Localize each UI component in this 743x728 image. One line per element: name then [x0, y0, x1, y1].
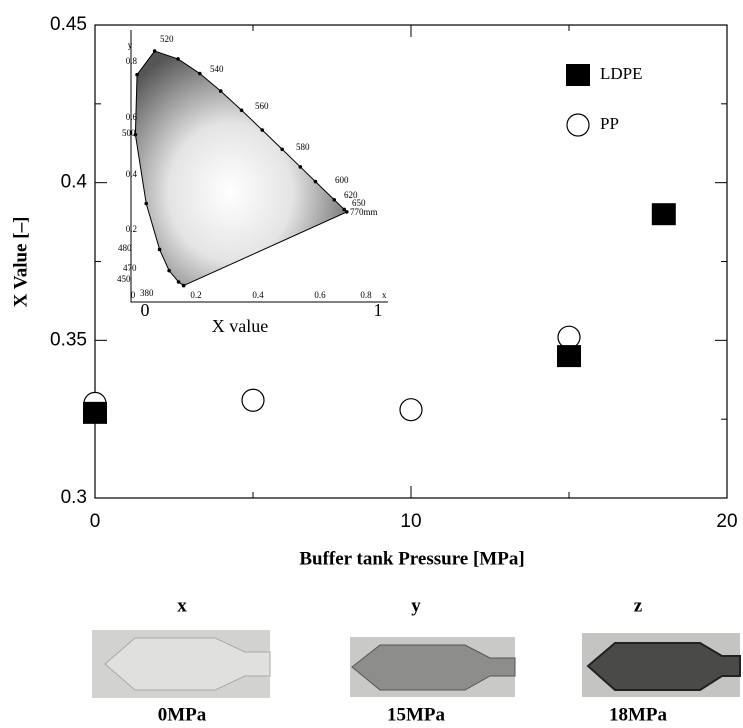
x-axis-label: Buffer tank Pressure [MPa]	[299, 548, 524, 569]
locus-dot	[298, 165, 303, 169]
locus-dot	[332, 197, 337, 202]
square-marker	[557, 345, 581, 368]
locus-dot	[157, 247, 162, 252]
wavelength-label: 770mm	[350, 207, 378, 217]
photo-caption: 15MPa	[387, 704, 446, 725]
photo-sample	[351, 644, 516, 691]
locus-dot	[144, 201, 149, 206]
locus-dot	[133, 132, 138, 137]
wavelength-label: 620	[344, 190, 358, 200]
wavelength-label: 380	[140, 288, 154, 298]
inset-x-tick: 0.6	[314, 290, 326, 300]
cie-locus	[134, 50, 348, 287]
wavelength-label: 600	[335, 175, 349, 185]
legend-marker	[566, 113, 590, 137]
photos	[92, 630, 741, 698]
wavelength-label: 470	[123, 263, 137, 273]
x-tick-label: 0	[90, 511, 101, 532]
photo-title: z	[634, 595, 643, 616]
locus-dot	[313, 179, 318, 184]
inset-axis-name: x	[382, 290, 387, 300]
locus-dot	[218, 89, 223, 93]
circle-marker	[557, 325, 581, 349]
wavelength-label: 560	[255, 101, 269, 111]
inset-x-end: 0	[141, 300, 150, 320]
photo-sample	[104, 637, 271, 691]
inset-axis-name: y	[128, 40, 133, 50]
inset-y-tick: 0.4	[126, 169, 138, 179]
x-tick-label: 10	[400, 511, 421, 532]
x-tick-label: 20	[716, 511, 737, 532]
locus-dot	[342, 207, 347, 212]
locus-dot	[176, 57, 180, 61]
wavelength-label: 540	[210, 64, 224, 74]
locus-dot	[344, 210, 349, 214]
inset-frame	[130, 30, 388, 303]
inset-y-tick: 0.2	[126, 224, 137, 234]
wavelength-label: 520	[160, 34, 174, 44]
wavelength-label: 450	[117, 274, 131, 284]
y-tick-label: 0.35	[50, 329, 87, 350]
y-tick-label: 0.3	[61, 487, 87, 508]
locus-dot	[260, 128, 265, 132]
locus-dot	[181, 283, 186, 288]
photo-caption: 18MPa	[609, 704, 668, 725]
wavelength-label: 580	[296, 142, 310, 152]
y-axis-label: X Value [–]	[10, 217, 31, 308]
square-marker	[83, 401, 107, 424]
inset-x-end: 1	[374, 300, 383, 320]
inset-x-tick: 0	[131, 290, 136, 300]
inset-x-tick: 0.4	[252, 290, 264, 300]
inset-y-tick: 0.6	[126, 112, 138, 122]
locus-dot	[152, 49, 157, 53]
locus-dot	[280, 147, 284, 152]
legend-label: PP	[600, 114, 619, 133]
inset-x-tick: 0.8	[360, 290, 372, 300]
inset-x-tick: 0.2	[190, 290, 201, 300]
wavelength-label: 650	[352, 198, 366, 208]
locus-dot	[176, 280, 181, 284]
circle-marker	[241, 388, 265, 412]
y-tick-label: 0.45	[50, 14, 87, 35]
locus-dot	[198, 71, 202, 76]
photo-sample	[586, 642, 741, 691]
circle-marker	[399, 398, 423, 422]
square-marker	[651, 203, 676, 226]
inset-xlabel: X value	[212, 316, 268, 336]
inset: X value 0 1 x y 520 540 560 580 600 620650770…	[117, 30, 388, 336]
photo-caption: 0MPa	[158, 704, 207, 725]
locus-dot	[135, 72, 139, 77]
wavelength-label: 500	[122, 128, 136, 138]
locus-dot	[239, 108, 244, 113]
legend-marker	[566, 64, 590, 86]
inset-y-tick: 0.8	[126, 56, 138, 66]
photo-title: x	[177, 595, 187, 616]
y-tick-label: 0.4	[61, 172, 88, 193]
legend-label: LDPE	[600, 64, 643, 83]
photo-title: y	[411, 595, 421, 616]
wavelength-label: 480	[118, 243, 132, 253]
locus-dot	[167, 268, 171, 273]
